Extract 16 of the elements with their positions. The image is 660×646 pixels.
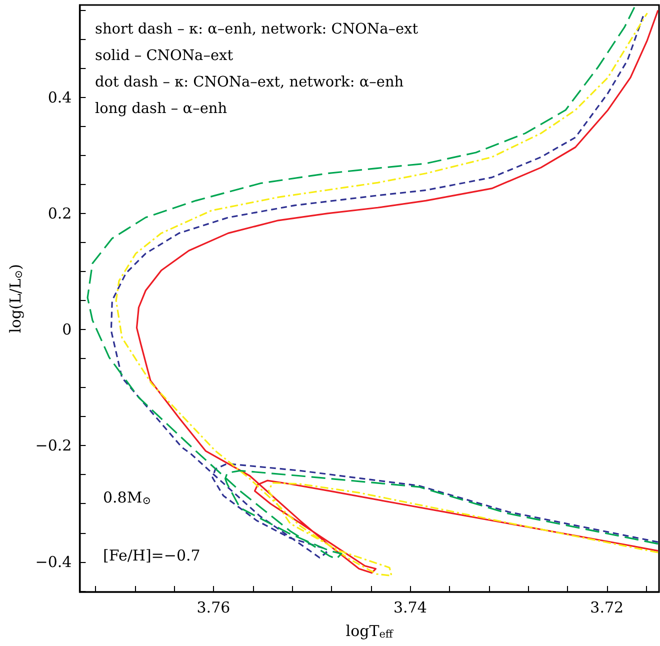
y-tick-label: 0.2 (48, 204, 72, 222)
y-tick-label: 0 (62, 320, 72, 339)
x-tick-label: 3.76 (196, 598, 230, 616)
annotation: solid – CNONa–ext (95, 48, 234, 64)
annotation: [Fe/H]=−0.7 (103, 546, 200, 564)
annotation: short dash – κ: α–enh, network: CNONa–ext (95, 22, 418, 38)
x-tick-label: 3.74 (393, 598, 427, 616)
annotation: dot dash – κ: CNONa–ext, network: α–enh (95, 74, 404, 90)
y-axis-title: log(L/L⊙) (6, 264, 25, 333)
x-axis-title: logTeff (346, 622, 394, 640)
annotation: 0.8M⊙ (103, 488, 152, 507)
y-tick-label: −0.2 (35, 436, 72, 455)
annotation: long dash – α–enh (95, 101, 228, 117)
x-tick-label: 3.72 (590, 598, 624, 616)
y-tick-label: 0.4 (48, 88, 72, 106)
y-tick-label: −0.4 (35, 552, 72, 571)
